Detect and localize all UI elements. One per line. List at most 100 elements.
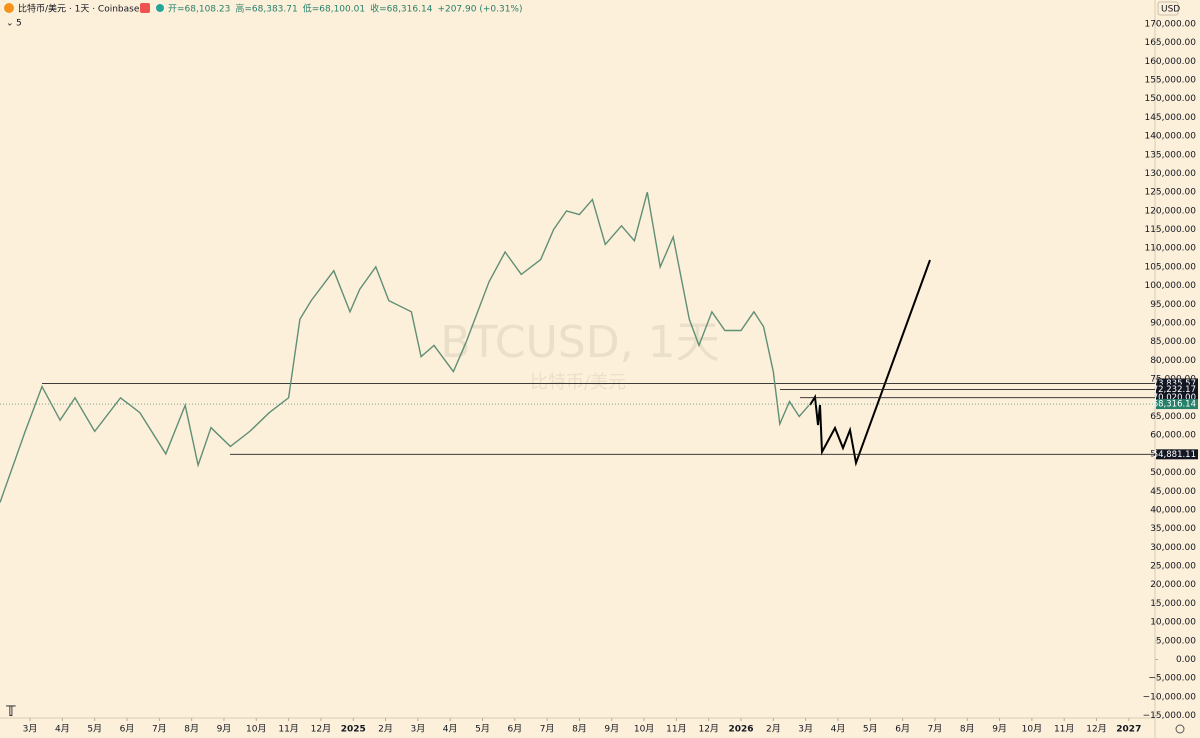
x-tick-label: 11月 — [666, 724, 686, 735]
level-label: 68,316.14 — [1153, 400, 1196, 410]
y-tick-label: 5,000.00 — [1156, 636, 1196, 646]
x-tick-label: 9月 — [217, 724, 232, 735]
level-label: 73,835.57 — [1153, 379, 1196, 389]
flag-icon[interactable] — [140, 3, 150, 13]
x-tick-label: 2月 — [766, 724, 781, 735]
y-tick-label: 65,000.00 — [1150, 412, 1196, 422]
watermark-sub: 比特币/美元 — [530, 372, 626, 393]
x-tick-label: 8月 — [184, 724, 199, 735]
price-line — [0, 192, 810, 503]
y-tick-label: 130,000.00 — [1144, 169, 1196, 179]
high: 高=68,383.71 — [235, 3, 297, 15]
x-tick-label: 10月 — [1022, 724, 1042, 735]
x-tick-label: 12月 — [311, 724, 331, 735]
settings-icon[interactable] — [1175, 724, 1185, 734]
x-tick-label: 6月 — [507, 724, 522, 735]
x-tick-label: 4月 — [55, 724, 70, 735]
x-tick-label: 6月 — [895, 724, 910, 735]
y-tick-label: 25,000.00 — [1150, 562, 1196, 572]
y-tick-label: 100,000.00 — [1144, 281, 1196, 291]
x-tick-label: 7月 — [540, 724, 555, 735]
x-tick-label: 3月 — [798, 724, 813, 735]
y-tick-label: 80,000.00 — [1150, 356, 1196, 366]
x-tick-label: 7月 — [928, 724, 943, 735]
x-tick-label: 3月 — [23, 724, 38, 735]
y-tick-label: 50,000.00 — [1150, 468, 1196, 478]
status-dot — [156, 4, 164, 12]
y-tick-label: 110,000.00 — [1144, 244, 1196, 254]
logo: 𝕋 — [6, 704, 16, 720]
y-tick-label: 120,000.00 — [1144, 206, 1196, 216]
y-tick-label: −10,000.00 — [1143, 692, 1197, 702]
y-tick-label: 145,000.00 — [1144, 113, 1196, 123]
y-tick-label: 165,000.00 — [1144, 38, 1196, 48]
y-tick-label: 140,000.00 — [1144, 132, 1196, 142]
low: 低=68,100.01 — [303, 3, 365, 15]
indicator: 5 — [16, 19, 22, 29]
open: 开=68,108.23 — [168, 4, 230, 15]
level-label: 54,881.11 — [1153, 450, 1196, 460]
y-tick-label: 20,000.00 — [1150, 580, 1196, 590]
x-tick-label: 2027 — [1116, 725, 1141, 735]
x-tick-label: 4月 — [831, 724, 846, 735]
y-tick-label: 125,000.00 — [1144, 188, 1196, 198]
y-tick-label: 15,000.00 — [1150, 599, 1196, 609]
y-tick-label: 150,000.00 — [1144, 94, 1196, 104]
x-tick-label: 4月 — [443, 724, 458, 735]
level-label: 70,020.00 — [1153, 393, 1196, 403]
x-tick-label: 6月 — [120, 724, 135, 735]
level-label-box — [1156, 392, 1198, 403]
y-tick-label: 60,000.00 — [1150, 431, 1196, 441]
y-tick-label: 40,000.00 — [1150, 505, 1196, 515]
y-tick-label: 0.00 — [1176, 655, 1196, 665]
watermark: BTCUSD, 1天 — [440, 317, 719, 368]
change: +207.90 (+0.31%) — [437, 5, 522, 15]
y-tick-label: −15,000.00 — [1143, 711, 1197, 721]
y-tick-label: 85,000.00 — [1150, 337, 1196, 347]
x-tick-label: 9月 — [604, 724, 619, 735]
x-tick-label: 11月 — [278, 724, 298, 735]
y-tick-label: 170,000.00 — [1144, 19, 1196, 29]
level-label-box — [1156, 449, 1198, 460]
y-tick-label: 90,000.00 — [1150, 319, 1196, 329]
currency-box[interactable] — [1157, 1, 1179, 16]
level-label: 72,232.17 — [1153, 385, 1196, 395]
y-tick-label: 155,000.00 — [1144, 76, 1196, 86]
y-tick-label: 160,000.00 — [1144, 57, 1196, 67]
level-label-box — [1156, 384, 1198, 395]
x-tick-label: 8月 — [572, 724, 587, 735]
y-tick-label: 95,000.00 — [1150, 300, 1196, 310]
x-tick-label: 12月 — [698, 724, 718, 735]
x-tick-label: 11月 — [1054, 724, 1074, 735]
x-tick-label: 7月 — [152, 724, 167, 735]
y-tick-label: −5,000.00 — [1148, 674, 1196, 684]
projection-drawing — [809, 259, 931, 467]
y-tick-label: 10,000.00 — [1150, 618, 1196, 628]
y-tick-label: 105,000.00 — [1144, 262, 1196, 272]
level-label-box — [1156, 399, 1198, 410]
x-tick-label: 10月 — [246, 724, 266, 735]
x-tick-label: 2025 — [341, 725, 366, 735]
x-tick-label: 5月 — [475, 724, 490, 735]
x-tick-label: 2026 — [728, 725, 753, 735]
x-tick-label: 2月 — [378, 724, 393, 735]
close: 收=68,316.14 — [370, 3, 433, 15]
x-tick-label: 12月 — [1086, 724, 1106, 735]
y-tick-label: 35,000.00 — [1150, 524, 1196, 534]
collapse-icon[interactable]: ⌄ — [6, 19, 14, 29]
y-tick-label: 115,000.00 — [1144, 225, 1196, 235]
y-tick-label: 30,000.00 — [1150, 543, 1196, 553]
level-label-box — [1156, 378, 1198, 389]
x-tick-label: 5月 — [863, 724, 878, 735]
symbol: 比特币/美元 · 1天 · Coinbase — [18, 3, 140, 15]
x-tick-label: 3月 — [410, 724, 425, 735]
currency: USD — [1161, 5, 1180, 15]
x-tick-label: 10月 — [634, 724, 654, 735]
x-tick-label: 9月 — [992, 724, 1007, 735]
y-tick-label: 135,000.00 — [1144, 150, 1196, 160]
y-tick-label: 45,000.00 — [1150, 487, 1196, 497]
symbol-icon — [4, 3, 14, 13]
